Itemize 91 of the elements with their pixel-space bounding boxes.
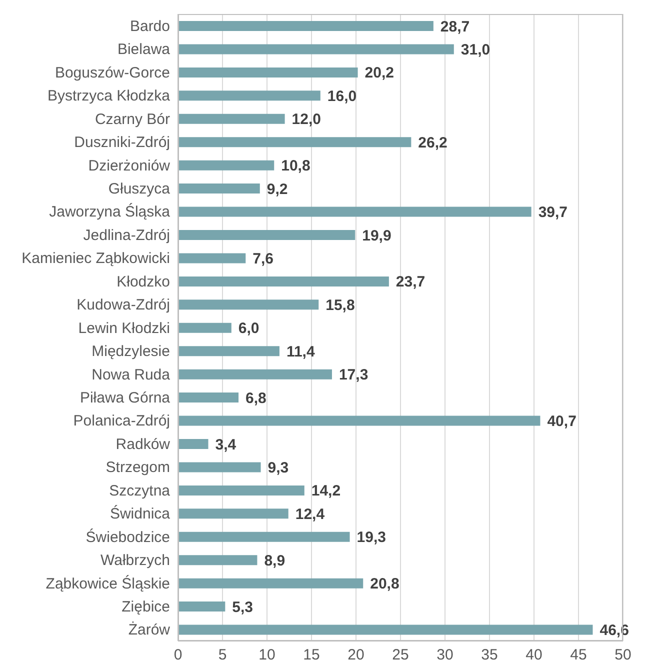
bar	[178, 392, 239, 403]
data-label: 7,6	[252, 250, 274, 268]
data-label: 15,8	[326, 296, 355, 314]
data-label: 9,3	[268, 459, 289, 476]
bar	[178, 90, 320, 101]
data-label: 31,0	[460, 41, 490, 58]
y-tick-label: Duszniki-Zdrój	[74, 134, 170, 152]
data-label: 11,4	[286, 343, 316, 360]
data-label: 26,2	[418, 134, 448, 152]
y-tick-label: Głuszyca	[108, 180, 171, 198]
x-tick-label: 30	[436, 646, 454, 664]
x-tick-label: 25	[392, 646, 409, 664]
data-label: 12,0	[292, 111, 322, 128]
y-tick-label: Nowa Ruda	[92, 366, 171, 384]
bar	[178, 416, 540, 426]
y-tick-label: Boguszów-Gorce	[54, 64, 170, 82]
data-label: 8,9	[264, 552, 286, 570]
y-tick-label: Ząbkowice Śląskie	[46, 574, 170, 592]
y-tick-label: Wałbrzych	[100, 552, 170, 570]
data-label: 19,3	[356, 529, 386, 546]
y-tick-label: Bielawa	[117, 41, 171, 58]
bar	[178, 369, 332, 380]
y-tick-label: Jedlina-Zdrój	[83, 226, 170, 244]
y-tick-label: Ziębice	[122, 598, 170, 616]
x-tick-label: 0	[174, 646, 182, 664]
data-label: 39,7	[538, 204, 568, 222]
y-tick-label: Lewin Kłodzki	[78, 320, 170, 337]
data-label: 16,0	[327, 88, 357, 105]
y-tick-label: Czarny Bór	[94, 110, 170, 128]
bar	[178, 439, 208, 449]
data-label: 17,3	[338, 366, 368, 384]
data-label: 3,4	[215, 436, 237, 454]
bar	[178, 462, 261, 472]
y-tick-label: Świdnica	[110, 504, 171, 523]
bar	[178, 114, 285, 124]
data-label: 9,2	[266, 180, 288, 198]
bar	[178, 230, 356, 240]
bar	[178, 485, 304, 496]
y-tick-label: Jaworzyna Śląska	[49, 202, 171, 221]
y-tick-label: Bardo	[130, 18, 170, 35]
data-label: 6,0	[238, 320, 260, 338]
data-label: 19,9	[362, 227, 392, 244]
bar	[178, 578, 364, 588]
bar	[178, 184, 260, 194]
data-label: 5,3	[232, 598, 254, 616]
y-tick-label: Międzylesie	[92, 343, 170, 360]
bar	[178, 555, 258, 566]
y-tick-label: Radków	[116, 436, 170, 453]
y-tick-label: Szczytna	[109, 482, 171, 500]
x-tick-label: 10	[258, 646, 276, 664]
data-label: 20,2	[364, 64, 394, 82]
bar	[178, 137, 412, 148]
bar	[178, 67, 358, 78]
bar	[178, 44, 454, 54]
bar	[178, 253, 246, 264]
x-tick-label: 45	[570, 646, 587, 664]
y-tick-label: Piława Górna	[80, 389, 171, 406]
y-tick-label: Kudowa-Zdrój	[76, 296, 170, 314]
y-tick-label: Żarów	[128, 620, 170, 639]
x-tick-label: 35	[481, 646, 498, 664]
data-label: 20,8	[370, 576, 400, 593]
bar	[178, 276, 389, 286]
y-tick-label: Kłodzko	[116, 273, 170, 290]
x-tick-label: 5	[218, 646, 227, 664]
data-label: 23,7	[396, 274, 426, 291]
y-tick-label: Świebodzice	[86, 528, 170, 546]
x-tick-label: 15	[303, 646, 320, 664]
bar	[178, 532, 350, 542]
bar	[178, 602, 226, 612]
y-tick-label: Kamieniec Ząbkowicki	[22, 250, 170, 268]
x-tick-label: 40	[526, 646, 542, 664]
bar	[178, 624, 593, 635]
bar	[178, 21, 434, 31]
x-tick-label: 50	[614, 646, 632, 664]
y-tick-label: Bystrzyca Kłodzka	[47, 88, 171, 105]
bar	[178, 160, 274, 170]
data-label: 10,8	[281, 158, 310, 175]
data-label: 28,7	[440, 18, 470, 36]
data-label: 6,8	[246, 390, 266, 407]
bar	[178, 346, 280, 356]
x-tick-label: 20	[348, 646, 364, 664]
y-tick-label: Dzierżoniów	[88, 157, 170, 174]
data-label: 40,7	[547, 413, 576, 430]
bar	[178, 508, 288, 519]
bar	[178, 206, 532, 217]
bar	[178, 322, 232, 333]
bar	[178, 300, 319, 310]
data-label: 12,4	[295, 506, 326, 523]
data-label: 14,2	[311, 482, 341, 500]
y-tick-label: Polanica-Zdrój	[73, 412, 170, 430]
y-tick-label: Strzegom	[106, 459, 170, 476]
